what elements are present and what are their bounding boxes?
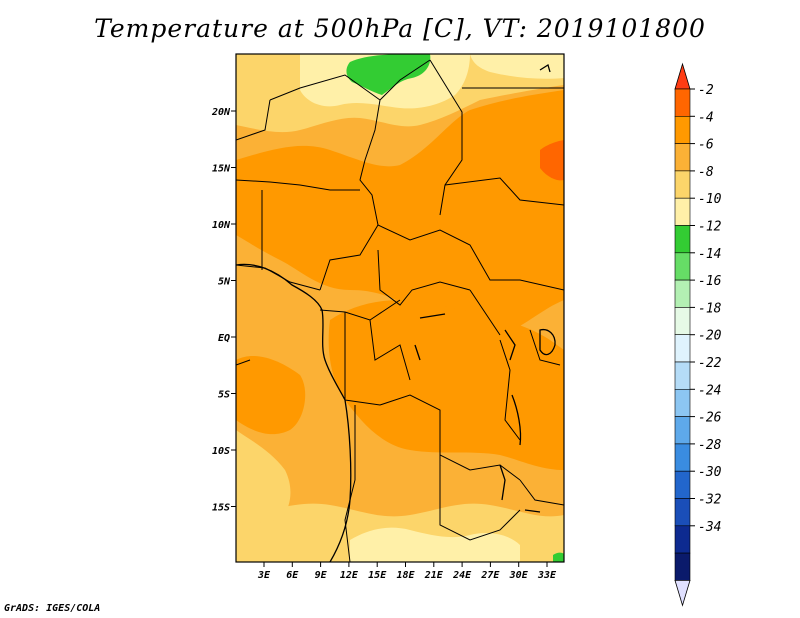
chart-title: Temperature at 500hPa [C], VT: 201910180…: [94, 14, 706, 43]
lon-label: 15E: [368, 570, 387, 581]
lat-label: 15S: [212, 503, 230, 514]
lat-label: 10S: [212, 446, 230, 457]
colorbar-swatch: [674, 307, 691, 335]
colorbar-swatch: [674, 552, 691, 581]
lon-label: 27E: [480, 570, 500, 581]
lat-label: EQ: [218, 333, 230, 344]
colorbar-swatch: [674, 334, 691, 363]
colorbar-swatch: [674, 143, 691, 172]
lat-label: 5S: [218, 390, 230, 401]
colorbar-label: -2: [698, 83, 714, 98]
lat-label: 5N: [218, 277, 231, 288]
colorbar-label: -12: [698, 220, 722, 235]
lon-label: 21E: [424, 570, 444, 581]
colorbar-swatch: [674, 388, 691, 417]
colorbar-swatch: [674, 525, 691, 554]
colorbar: -2 -4 -6 -8 -10 -12 -14 -16 -18 -20 -22 -24 -26 -28 -3…: [674, 62, 722, 607]
colorbar-label: -18: [698, 301, 722, 316]
colorbar-swatch: [674, 470, 691, 499]
lon-label: 18E: [396, 570, 415, 581]
lon-label: 9E: [315, 570, 328, 581]
colorbar-label: -26: [698, 411, 722, 426]
field-warm-west: [236, 355, 306, 435]
colorbar-label: -30: [698, 465, 722, 480]
colorbar-label: -20: [698, 329, 722, 344]
field-pale-ne: [470, 54, 564, 79]
latitude-axis: 20N 15N 10N 5N EQ 5S 10S 15S: [211, 107, 236, 514]
colorbar-label: -6: [698, 138, 714, 153]
field-warm-center: [328, 300, 564, 470]
colorbar-swatch: [674, 361, 691, 390]
colorbar-swatch: [674, 170, 691, 199]
lon-label: 3E: [257, 570, 271, 581]
colorbar-swatch: [674, 197, 691, 226]
colorbar-swatch: [674, 416, 691, 445]
colorbar-under-triangle: [674, 580, 691, 607]
grads-credit: GrADS: IGES/COLA: [4, 603, 101, 614]
colorbar-swatch: [674, 252, 691, 281]
field-warm-north: [236, 90, 564, 339]
colorbar-swatch: [674, 88, 691, 117]
lon-label: 24E: [452, 570, 472, 581]
field-hot-east: [540, 140, 564, 181]
lat-label: 10N: [212, 220, 231, 231]
field-green-north: [346, 54, 431, 95]
colorbar-swatch: [674, 443, 691, 472]
colorbar-label: -14: [698, 247, 721, 262]
lat-label: 15N: [212, 164, 231, 175]
colorbar-label: -24: [698, 383, 721, 398]
coastlines: [236, 63, 556, 562]
colorbar-label: -8: [698, 165, 714, 180]
lon-label: 33E: [537, 570, 557, 581]
lon-label: 6E: [286, 570, 299, 581]
colorbar-label: -22: [698, 356, 722, 371]
field-pale-south: [350, 527, 520, 562]
colorbar-label: -16: [698, 274, 722, 289]
lon-label: 30E: [509, 570, 529, 581]
map-frame: [235, 53, 565, 563]
field-cool-sw: [236, 430, 291, 525]
colorbar-swatch: [674, 225, 691, 254]
colorbar-label: -34: [698, 520, 721, 535]
field-green-se: [553, 552, 564, 562]
lon-label: 12E: [340, 570, 359, 581]
colorbar-swatch: [674, 116, 691, 144]
lat-label: 20N: [211, 107, 231, 118]
colorbar-label: -10: [698, 192, 722, 207]
colorbar-swatch: [674, 279, 691, 308]
longitude-axis: 3E 6E 9E 12E 15E 18E 21E 24E 27E 30E 33E: [257, 562, 557, 581]
colorbar-over-triangle: [674, 62, 691, 90]
colorbar-label: -32: [698, 493, 722, 508]
country-borders: [236, 59, 564, 562]
colorbar-swatch: [674, 498, 691, 527]
colorbar-label: -4: [698, 110, 714, 125]
colorbar-label: -28: [698, 438, 722, 453]
